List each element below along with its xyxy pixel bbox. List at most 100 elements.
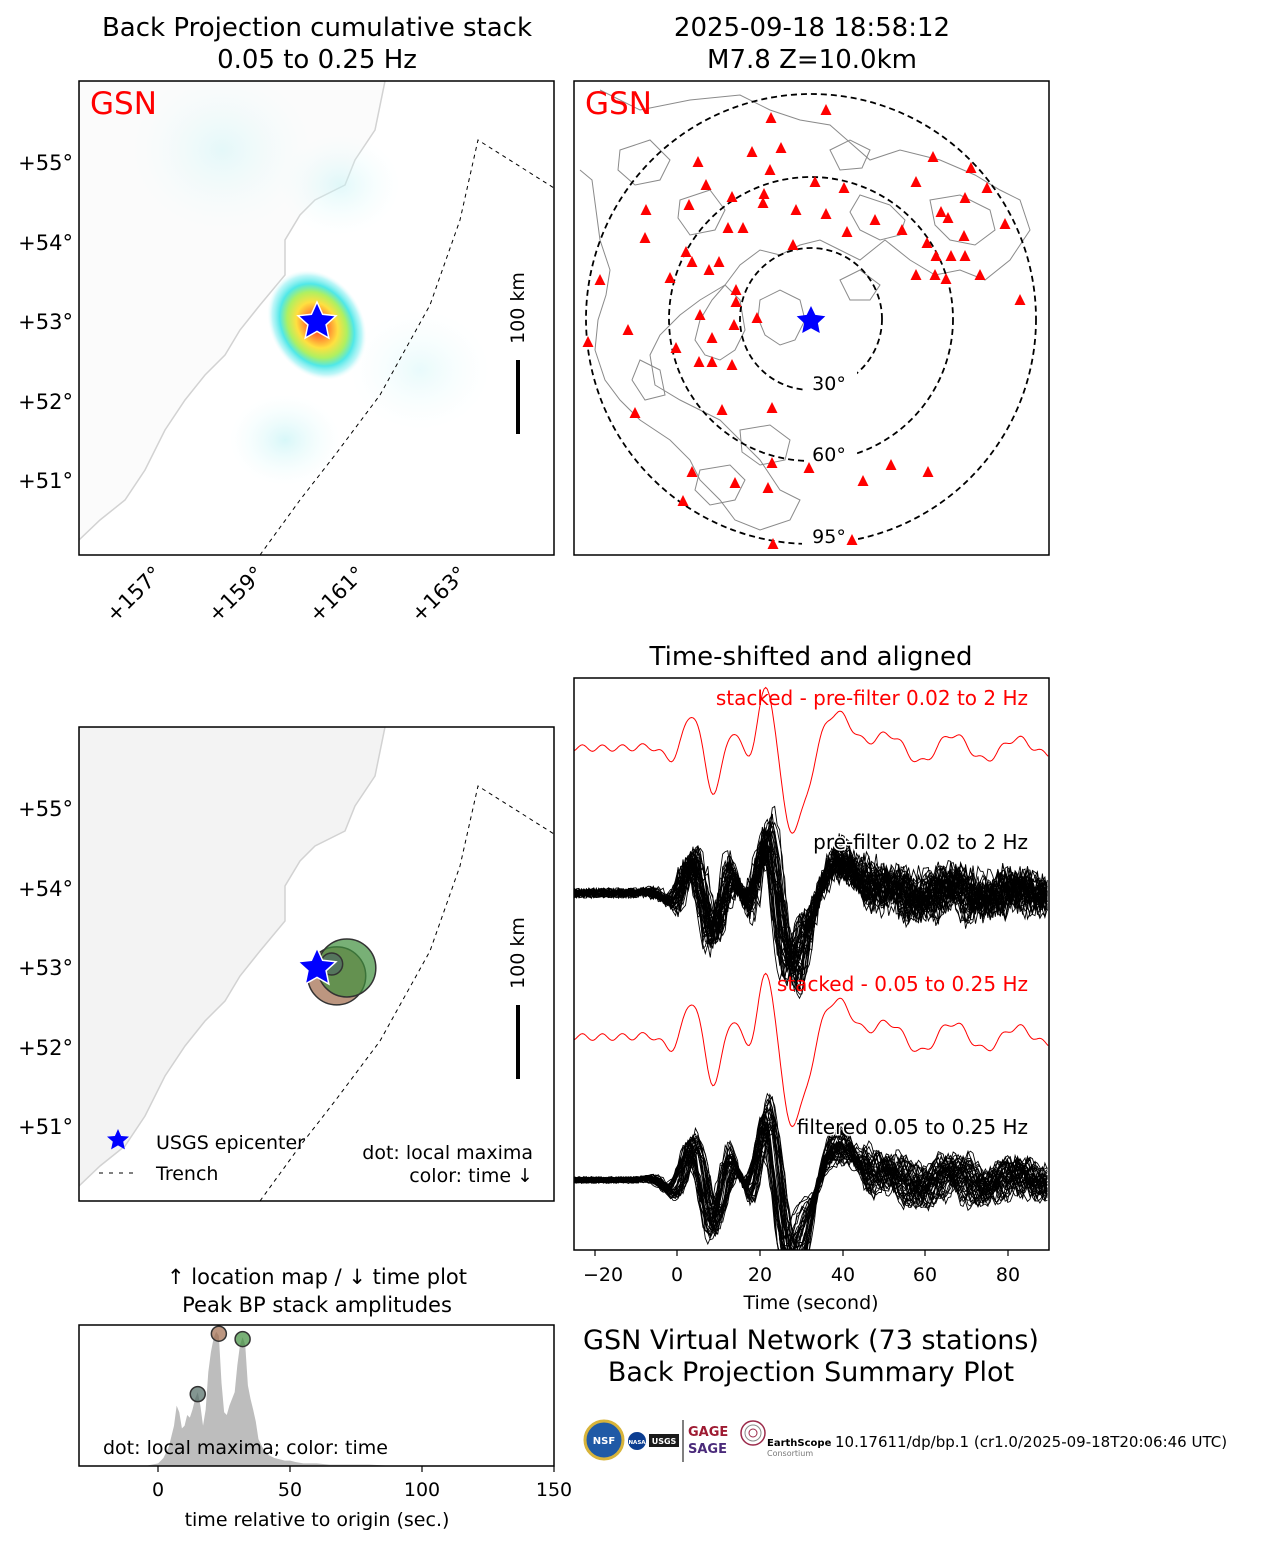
broadband-trace [574,852,1048,967]
station-triangle-icon [764,164,776,175]
station-triangle-icon [959,250,971,261]
earthscope-logo-sub: Consortium [767,1449,813,1458]
station-triangle-icon [1014,294,1026,305]
logo-strip: NSF NASA USGS GAGE SAGE EarthScope Conso… [583,1419,832,1462]
amplitude-area [144,1331,554,1466]
station-triangle-icon [757,197,769,208]
bp-title-line1: Back Projection cumulative stack [102,13,532,43]
station-markers [582,104,1026,549]
bp-stack-panel: Back Projection cumulative stack 0.05 to… [18,13,555,627]
time-note: dot: local maxima; color: time [103,1437,388,1459]
station-triangle-icon [999,218,1011,229]
station-triangle-icon [664,272,676,283]
filtered-trace [574,1108,1048,1250]
station-triangle-icon [703,264,715,275]
world-coastlines [579,89,1031,531]
station-triangle-icon [686,466,698,477]
time-tick: 100 [404,1479,440,1501]
station-triangle-icon [935,206,947,217]
wave-tick: 40 [831,1264,855,1286]
station-triangle-icon [981,182,993,193]
epicenter-star-icon [296,946,338,986]
lat-tick: +52° [18,1036,73,1060]
time-tick: 50 [278,1479,302,1501]
station-triangle-icon [726,359,738,370]
station-triangle-icon [700,179,712,190]
station-triangle-icon [730,284,742,295]
station-triangle-icon [746,146,758,157]
broadband-trace [574,842,1048,969]
nasa-logo-icon: NASA [628,1432,646,1450]
wave-x-ticks [594,1250,1009,1256]
station-triangle-icon [670,342,682,353]
station-triangle-icon [766,457,778,468]
filtered-trace [574,1108,1048,1250]
label-stack-broadband: stacked - pre-filter 0.02 to 2 Hz [716,686,1028,710]
station-triangle-icon [857,475,869,486]
station-triangle-icon [716,404,728,415]
lat-tick: +52° [18,390,73,414]
station-triangle-icon [940,273,952,284]
legend-epicenter: USGS epicenter [156,1132,305,1154]
station-triangle-icon [846,534,858,545]
lon-tick: +163° [406,562,471,627]
station-triangle-icon [692,156,704,167]
station-triangle-icon [706,356,718,367]
station-triangle-icon [677,495,689,506]
location-map-panel: 100 km USGS epicenter Trench dot: local … [18,726,555,1202]
loc-lat-ticks: +55° +54° +53° +52° +51° [18,797,73,1139]
lat-tick: +54° [18,877,73,901]
station-map-panel: 2025-09-18 18:58:12 M7.8 Z=10.0km [573,13,1050,556]
wave-tick: 60 [913,1264,937,1286]
earthscope-logo: EarthScope [767,1438,832,1449]
citation: 10.17611/dp/bp.1 (cr1.0/2025-09-18T20:06… [835,1433,1227,1451]
nsf-logo-icon: NSF [583,1419,625,1461]
station-triangle-icon [820,104,832,115]
ring-label-95: 95° [812,526,846,548]
summary-block: GSN Virtual Network (73 stations) Back P… [583,1325,1227,1462]
lat-tick: +53° [18,956,73,980]
station-triangle-icon [929,269,941,280]
station-triangle-icon [751,312,763,323]
time-plot-panel: ↑ location map / ↓ time plot Peak BP sta… [78,1265,572,1531]
broadband-trace [574,820,1048,993]
station-triangle-icon [680,246,692,257]
time-tick: 150 [536,1479,572,1501]
station-triangle-icon [762,482,774,493]
station-triangle-icon [693,356,705,367]
loc-note-line2: color: time ↓ [409,1165,533,1187]
event-time: 2025-09-18 18:58:12 [674,13,950,43]
bp-scale-label: 100 km [507,272,529,344]
station-triangle-icon [838,182,850,193]
epicenter-star-icon [296,300,338,340]
station-triangle-icon [945,250,957,261]
station-triangle-icon [639,232,651,243]
svg-text:NSF: NSF [593,1436,615,1447]
station-triangle-icon [910,176,922,187]
station-triangle-icon [737,222,749,233]
station-triangle-icon [921,237,933,248]
wave-xlabel: Time (second) [742,1292,878,1314]
loc-scale-label: 100 km [507,917,529,989]
time-x-ticks [157,1466,555,1472]
station-triangle-icon [803,462,815,473]
station-triangle-icon [766,402,778,413]
station-triangle-icon [896,224,908,235]
lat-tick: +55° [18,151,73,175]
station-triangle-icon [582,336,594,347]
lon-tick: +157° [101,562,166,627]
lon-tick: +161° [304,562,369,627]
station-triangle-icon [922,466,934,477]
trench-line [259,785,554,1201]
station-triangle-icon [869,214,881,225]
station-triangle-icon [958,230,970,241]
trench-line [259,139,554,555]
lat-tick: +55° [18,797,73,821]
wave-title: Time-shifted and aligned [649,642,973,672]
ring-label-60: 60° [812,444,846,466]
station-triangle-icon [820,208,832,219]
station-triangle-icon [594,274,606,285]
lat-tick: +51° [18,469,73,493]
station-triangle-icon [730,296,742,307]
lat-tick: +54° [18,231,73,255]
